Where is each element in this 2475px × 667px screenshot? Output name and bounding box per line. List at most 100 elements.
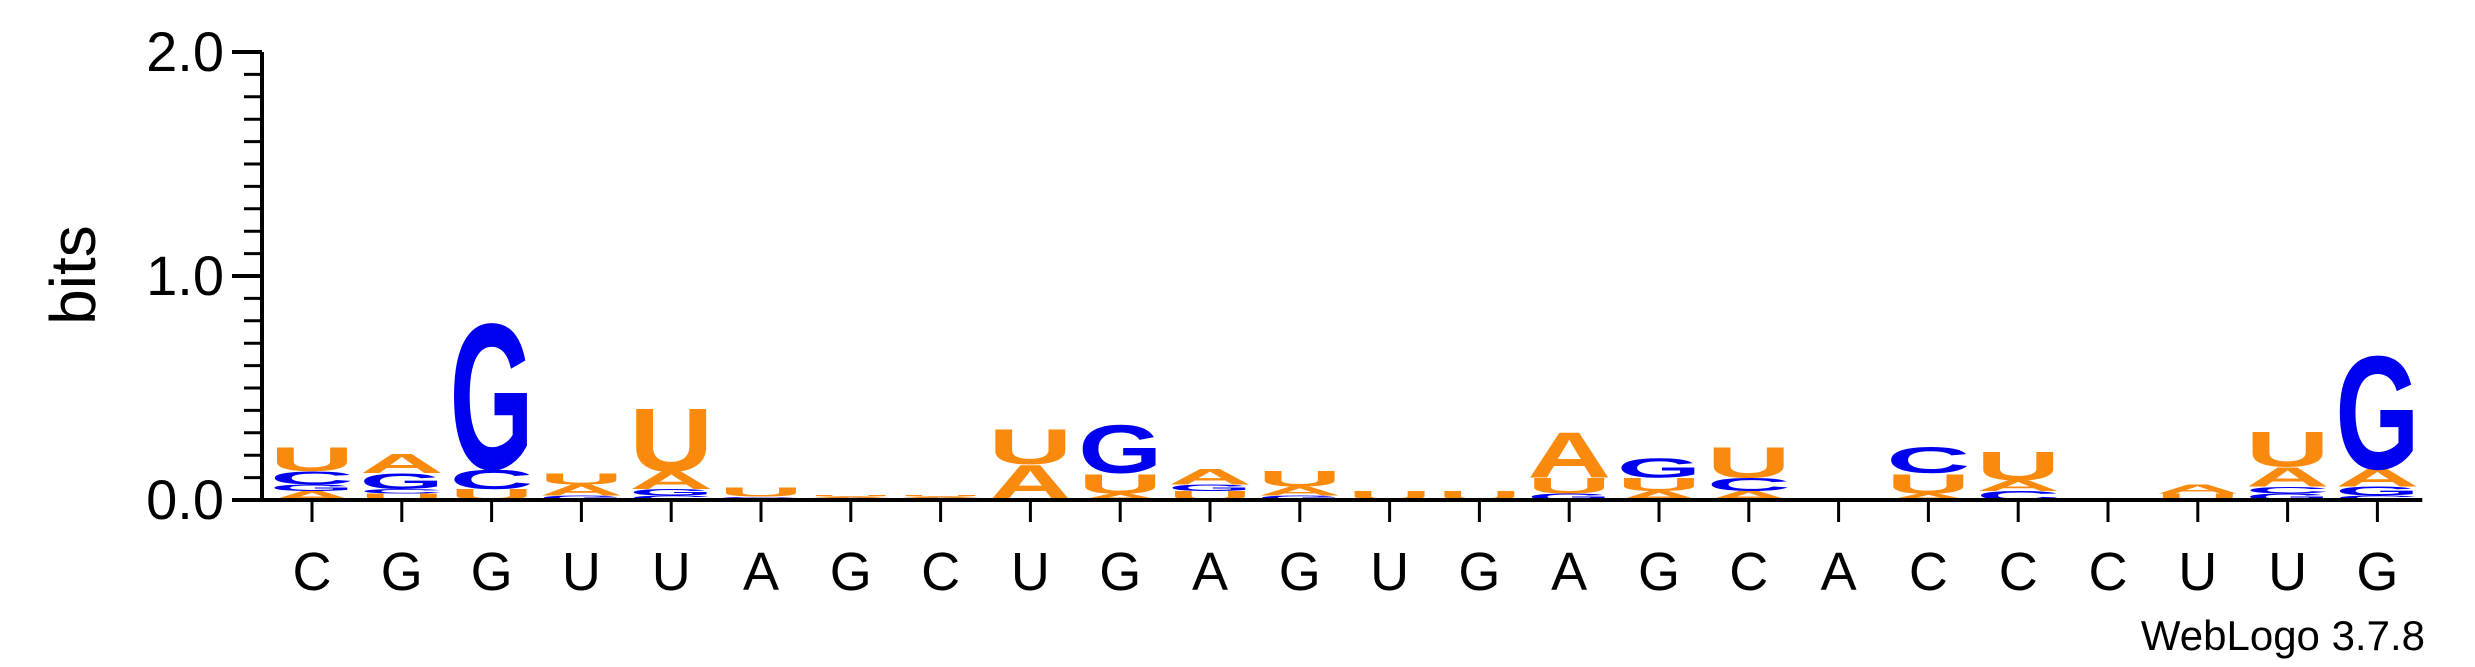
logo-letter-U: U — [1258, 467, 1342, 491]
logo-glyph: G — [1617, 452, 1701, 483]
logo-letter-G: G — [1617, 452, 1701, 483]
logo-glyph: A — [1976, 477, 2060, 494]
logo-letter-A: A — [360, 448, 444, 479]
logo-glyph: A — [1258, 484, 1342, 498]
logo-stack: AUC — [1886, 439, 1970, 502]
logo-letter-A: A — [1078, 492, 1162, 502]
logo-letter-G: G — [360, 469, 444, 493]
logo-stack: AUG — [1078, 412, 1162, 502]
logo-letter-U: U — [539, 470, 623, 487]
logo-letter-C: C — [1707, 474, 1791, 495]
logo-glyph: U — [1078, 468, 1162, 499]
logo-letter-C: C — [450, 464, 534, 495]
position-label: U — [2178, 542, 2217, 602]
logo-letter-G: G — [2335, 323, 2419, 503]
logo-letter-A: A — [539, 482, 623, 499]
logo-stack: AU — [988, 419, 1072, 510]
logo-glyph: U — [270, 440, 354, 478]
logo-glyph: G — [1078, 412, 1162, 489]
logo-glyph: U — [988, 419, 1072, 474]
position-label: G — [1458, 542, 1500, 602]
logo-letter-U: U — [1976, 444, 2060, 489]
logo-glyph: A — [1886, 492, 1970, 502]
logo-glyph: C — [1886, 439, 1970, 481]
logo-glyph: U — [539, 470, 623, 487]
logo-letter-U: U — [1078, 468, 1162, 499]
logo-letter-G: G — [539, 494, 623, 501]
logo-letter-G: G — [1527, 492, 1611, 502]
logo-letter-A: A — [2246, 461, 2330, 492]
logo-glyph: C — [629, 494, 713, 501]
logo-letter-C: C — [360, 488, 444, 495]
weblogo-credit: WebLogo 3.7.8 — [2141, 612, 2425, 659]
logo-glyph: U — [1976, 444, 2060, 489]
logo-letter-U: U — [2156, 492, 2240, 502]
logo-glyph: U — [360, 492, 444, 502]
logo-letter-U: U — [1886, 468, 1970, 499]
logo-glyph: U — [809, 495, 893, 497]
logo-letter-U: U — [629, 390, 713, 490]
position-label: G — [1279, 542, 1321, 602]
logo-stack: CAU — [1976, 444, 2060, 503]
position-label: C — [1909, 542, 1948, 602]
logo-glyph: G — [719, 496, 803, 499]
position-label: G — [381, 542, 423, 602]
logo-letter-A: A — [2335, 464, 2419, 492]
logo-glyph: U — [719, 485, 803, 499]
logo-stack: AUG — [1617, 452, 1701, 502]
logo-stack: UCG — [450, 280, 534, 513]
position-label: C — [2089, 542, 2128, 602]
logo-glyph: A — [539, 482, 623, 499]
logo-glyph: C — [450, 464, 534, 495]
logo-letter-U: U — [899, 495, 983, 497]
logo-letter-G: G — [450, 280, 534, 513]
logo-letter-C: C — [1886, 439, 1970, 481]
logo-letter-U: U — [1527, 474, 1611, 498]
logo-stack: UGA — [1168, 465, 1252, 503]
position-label: G — [471, 542, 513, 602]
position-label: U — [2268, 542, 2307, 602]
logo-stack: UA — [2156, 482, 2240, 502]
logo-letter-U: U — [1707, 439, 1791, 488]
logo-stack: GUA — [1527, 419, 1611, 502]
position-label: G — [1099, 542, 1141, 602]
logo-letter-A: A — [2156, 482, 2240, 496]
logo-letter-A: A — [1886, 492, 1970, 502]
position-label: G — [1638, 542, 1680, 602]
position-label: G — [830, 542, 872, 602]
logo-glyph: A — [2335, 464, 2419, 492]
logo-letter-U: U — [1617, 474, 1701, 495]
position-label: U — [562, 542, 601, 602]
logo-letter-A: A — [1168, 465, 1252, 489]
logo-glyph: A — [899, 496, 983, 498]
position-label: C — [1999, 542, 2038, 602]
logo-letter-U: U — [719, 485, 803, 499]
logo-glyph: U — [1527, 474, 1611, 498]
logo-letter-A: A — [1976, 477, 2060, 494]
logo-letter-A: A — [1527, 419, 1611, 492]
logo-glyph: A — [2246, 461, 2330, 492]
logo-glyph: G — [2335, 323, 2419, 503]
position-label: A — [1192, 542, 1228, 602]
logo-letter-A: A — [1258, 484, 1342, 498]
logo-glyph: A — [1078, 492, 1162, 502]
logo-glyph: G — [2246, 492, 2330, 502]
logo-glyph: G — [2335, 484, 2419, 498]
logo-glyph: C — [360, 488, 444, 495]
logo-glyph: C — [270, 468, 354, 489]
logo-glyph: A — [360, 448, 444, 479]
position-label: G — [2356, 542, 2398, 602]
logo-glyph: G — [629, 487, 713, 497]
logo-letter-C: C — [629, 494, 713, 501]
logo-glyph: A — [809, 496, 893, 498]
y-tick-label: 2.0 — [146, 20, 224, 83]
position-label: U — [1370, 542, 1409, 602]
position-label: A — [1551, 542, 1587, 602]
position-label: C — [921, 542, 960, 602]
logo-glyph: G — [1258, 494, 1342, 501]
